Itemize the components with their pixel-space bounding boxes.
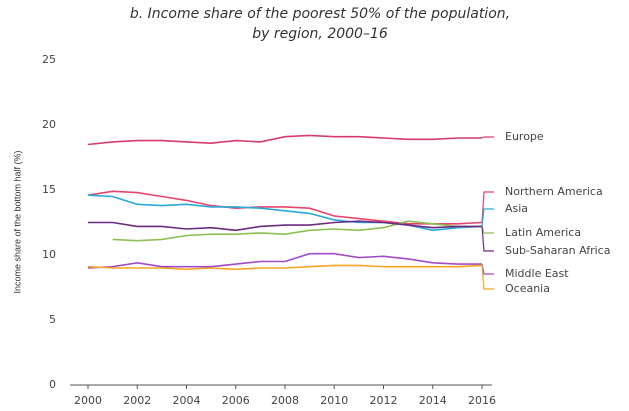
series-line — [87, 252, 482, 269]
x-tick-label: 2008 — [271, 394, 299, 407]
chart-title: b. Income share of the poorest 50% of th… — [130, 6, 510, 22]
x-tick-label: 2010 — [320, 394, 348, 407]
label-connector — [481, 191, 494, 223]
legend-label: Middle East — [505, 267, 569, 280]
x-tick-label: 2014 — [419, 394, 447, 407]
series-line — [87, 194, 483, 232]
x-tick-label: 2002 — [123, 394, 151, 407]
series-line — [87, 134, 482, 146]
legend-label: Asia — [505, 202, 528, 215]
y-tick-label: 25 — [42, 53, 56, 66]
chart-title: by region, 2000–16 — [252, 26, 388, 42]
label-connector — [481, 226, 494, 234]
legend-label: Northern America — [505, 185, 603, 198]
series-line — [112, 220, 482, 242]
y-tick-label: 15 — [42, 183, 56, 196]
x-tick-label: 2004 — [173, 394, 201, 407]
y-tick-label: 20 — [42, 118, 56, 131]
series-line — [87, 190, 483, 225]
x-tick-label: 2016 — [468, 394, 496, 407]
legend-label: Oceania — [505, 282, 550, 295]
y-axis-label: Income share of the bottom half (%) — [12, 150, 22, 293]
y-tick-label: 10 — [42, 248, 56, 261]
y-tick-label: 5 — [49, 313, 56, 326]
series-line — [87, 264, 483, 271]
legend-label: Latin America — [505, 226, 581, 239]
legend-label: Sub-Saharan Africa — [505, 244, 610, 257]
label-connector — [481, 208, 494, 227]
label-connector — [481, 265, 494, 290]
label-connector — [481, 263, 494, 275]
legend-label: Europe — [505, 130, 544, 143]
series-line — [88, 220, 482, 232]
y-tick-label: 0 — [49, 378, 56, 391]
x-tick-label: 2000 — [74, 394, 102, 407]
x-tick-label: 2006 — [222, 394, 250, 407]
label-connector — [481, 226, 494, 252]
x-tick-label: 2012 — [370, 394, 398, 407]
label-connector — [481, 136, 494, 139]
